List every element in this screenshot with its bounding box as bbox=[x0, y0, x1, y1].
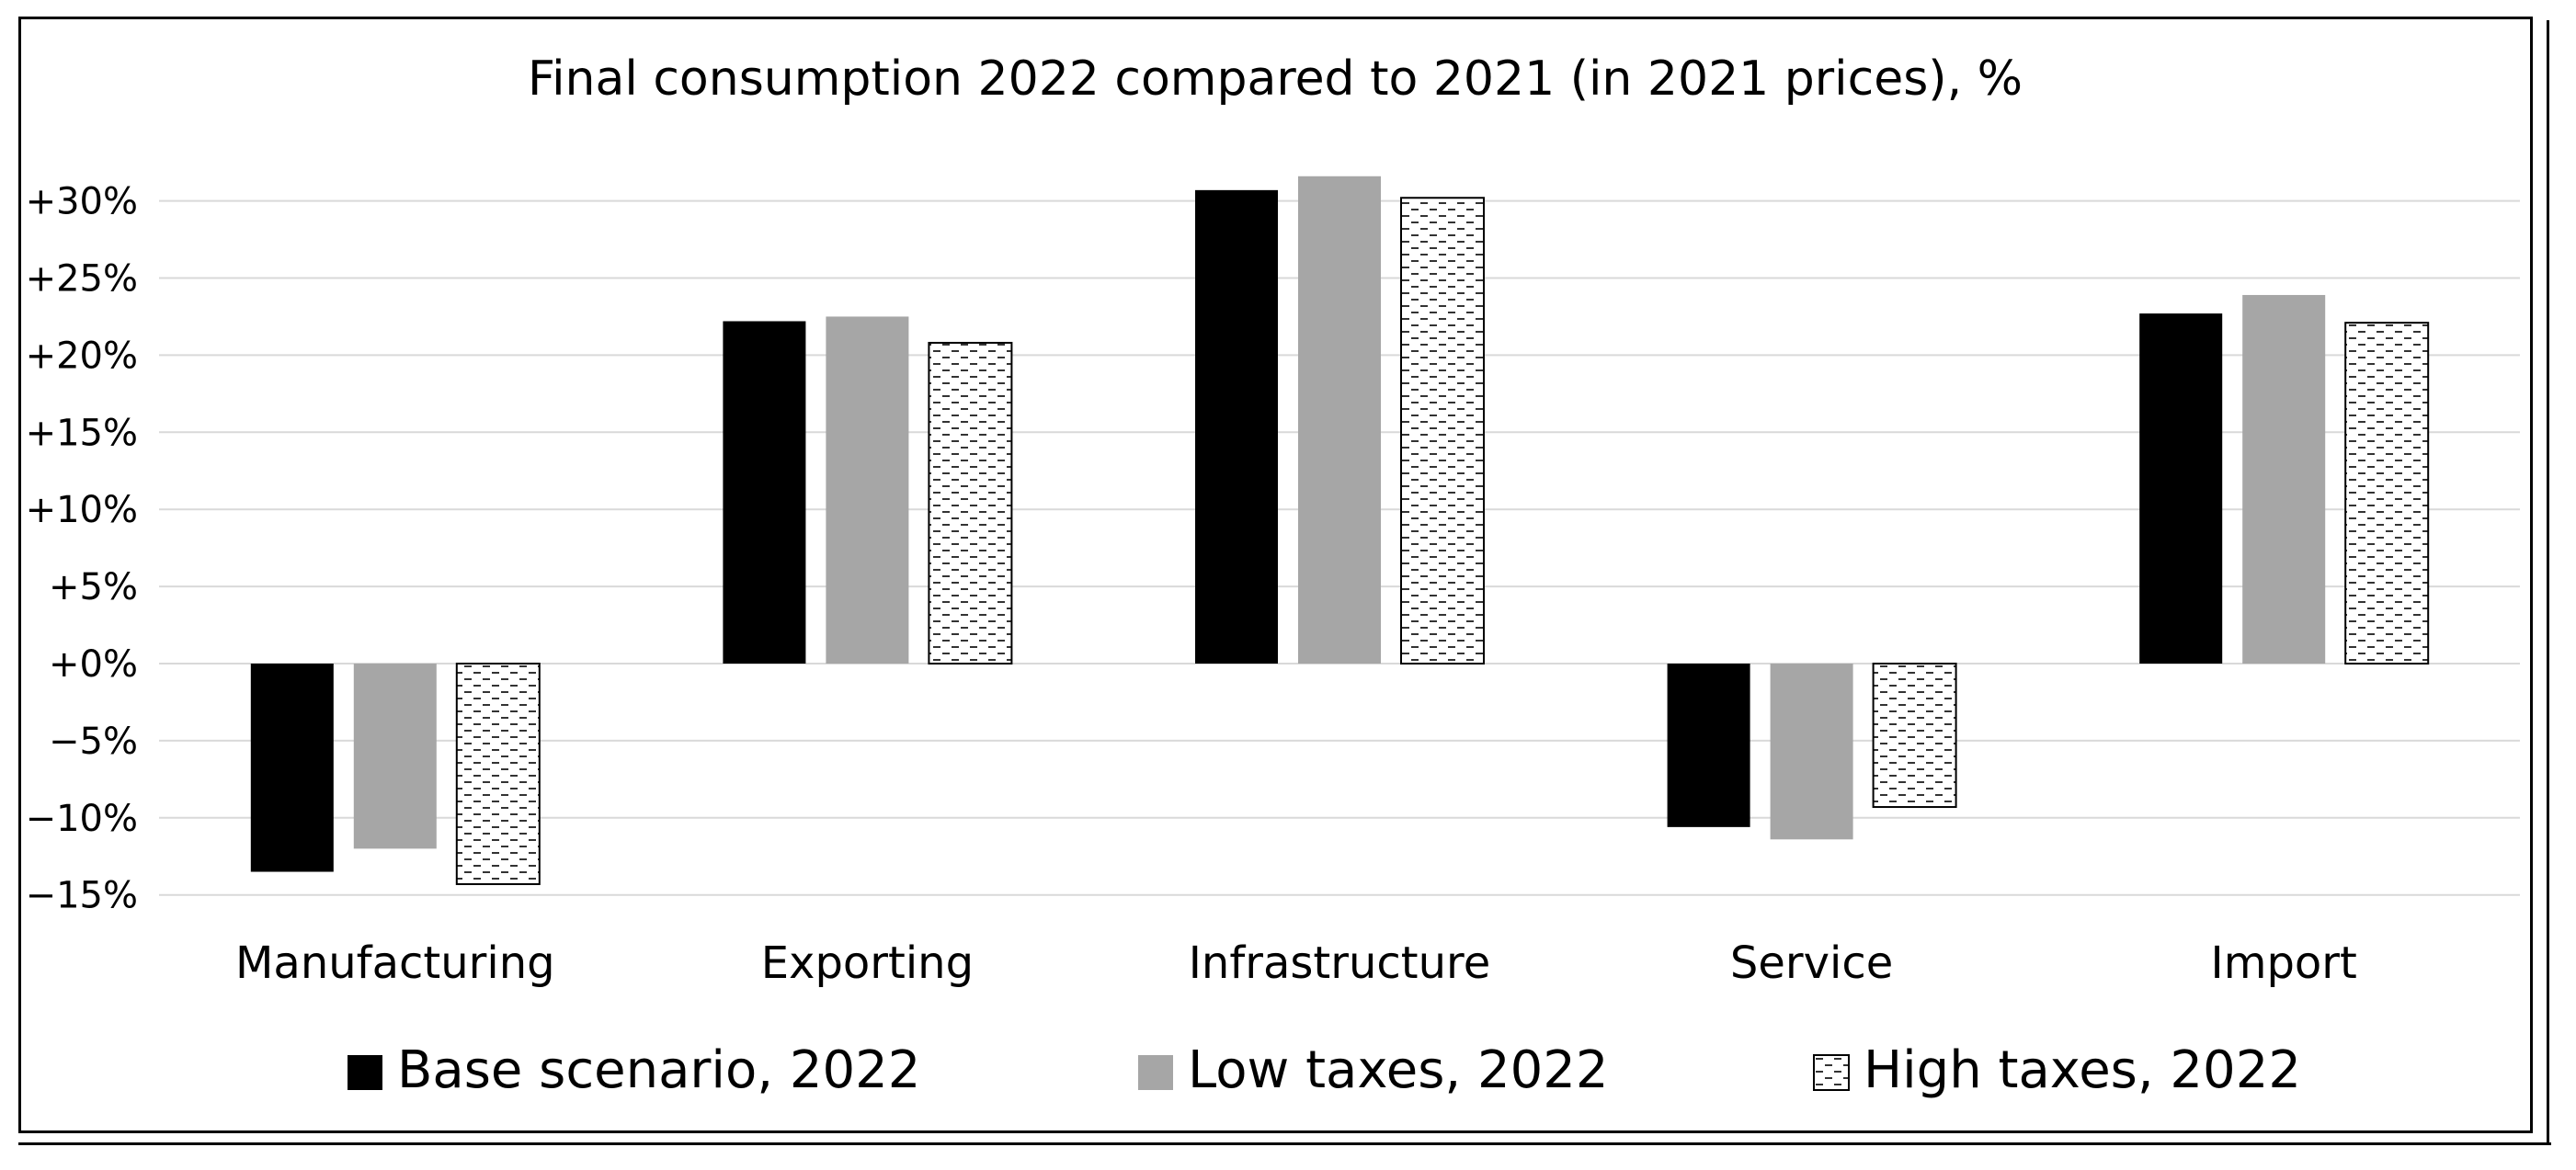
x-tick-label: Import bbox=[2211, 937, 2357, 989]
legend-label: High taxes, 2022 bbox=[1864, 1040, 2301, 1100]
bar bbox=[2344, 322, 2430, 665]
bar bbox=[1195, 189, 1278, 664]
y-tick-label: −15% bbox=[26, 875, 138, 917]
bar bbox=[1770, 664, 1853, 840]
y-axis-ticks: +30% +25% +20% +15% +10% +5% +0% −5% −10% −15% bbox=[26, 181, 138, 917]
x-axis-labels: Manufacturing Exporting Infrastructure Serv… bbox=[235, 937, 2357, 989]
chart-title: Final consumption 2022 compared to 2021 … bbox=[528, 51, 2023, 107]
bar bbox=[1298, 176, 1381, 664]
x-tick-label: Service bbox=[1730, 937, 1893, 989]
bar bbox=[1872, 663, 1957, 809]
bar bbox=[1667, 664, 1750, 827]
legend-label: Low taxes, 2022 bbox=[1188, 1040, 1609, 1100]
y-tick-label: +0% bbox=[49, 643, 138, 686]
bar bbox=[353, 664, 437, 849]
legend-label: Base scenario, 2022 bbox=[397, 1040, 920, 1100]
legend: Base scenario, 2022 Low taxes, 2022 High t… bbox=[348, 1040, 2301, 1100]
y-tick-label: +30% bbox=[26, 181, 138, 223]
bar bbox=[2242, 294, 2326, 664]
bar bbox=[928, 341, 1013, 665]
legend-swatch bbox=[348, 1055, 382, 1090]
bar-chart: Final consumption 2022 compared to 2021 … bbox=[26, 51, 2520, 1100]
y-tick-label: +15% bbox=[26, 412, 138, 454]
x-tick-label: Infrastructure bbox=[1189, 937, 1490, 989]
y-tick-label: +5% bbox=[49, 566, 138, 608]
x-tick-label: Manufacturing bbox=[235, 937, 555, 989]
bar bbox=[826, 316, 909, 664]
legend-swatch bbox=[1138, 1055, 1173, 1090]
y-tick-label: +10% bbox=[26, 489, 138, 531]
chart-frame: Final consumption 2022 compared to 2021 … bbox=[18, 17, 2533, 1133]
y-tick-label: −5% bbox=[49, 721, 138, 763]
legend-swatch bbox=[1813, 1054, 1850, 1091]
y-tick-label: −10% bbox=[26, 798, 138, 840]
frame-shadow-bottom bbox=[18, 1142, 2551, 1145]
bar bbox=[723, 321, 806, 664]
y-tick-label: +25% bbox=[26, 258, 138, 301]
bar bbox=[455, 663, 541, 885]
bar bbox=[250, 664, 334, 872]
frame-shadow-right bbox=[2547, 20, 2549, 1144]
bars bbox=[250, 176, 2430, 885]
x-tick-label: Exporting bbox=[761, 937, 974, 989]
bar bbox=[2139, 313, 2223, 664]
bar bbox=[1400, 197, 1485, 665]
y-tick-label: +20% bbox=[26, 335, 138, 377]
